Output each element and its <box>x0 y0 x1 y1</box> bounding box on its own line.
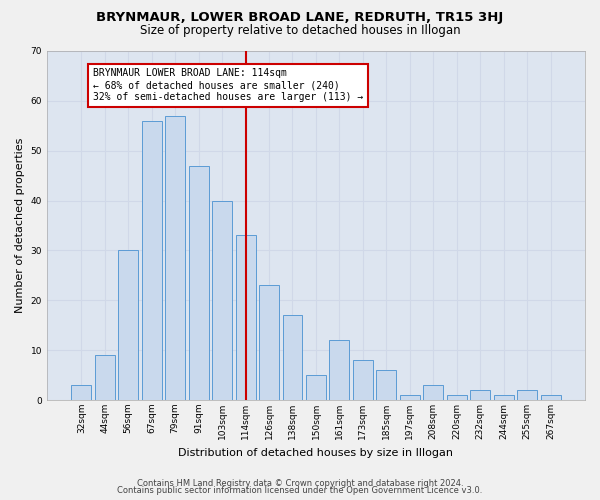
Bar <box>376 370 397 400</box>
Text: BRYNMAUR, LOWER BROAD LANE, REDRUTH, TR15 3HJ: BRYNMAUR, LOWER BROAD LANE, REDRUTH, TR1… <box>97 11 503 24</box>
Bar <box>236 236 256 400</box>
Bar <box>541 395 560 400</box>
Bar <box>447 395 467 400</box>
Bar <box>95 355 115 400</box>
Text: Contains HM Land Registry data © Crown copyright and database right 2024.: Contains HM Land Registry data © Crown c… <box>137 478 463 488</box>
Bar <box>142 121 162 400</box>
Bar <box>188 166 209 400</box>
Text: Contains public sector information licensed under the Open Government Licence v3: Contains public sector information licen… <box>118 486 482 495</box>
Bar <box>400 395 420 400</box>
Bar <box>329 340 349 400</box>
Y-axis label: Number of detached properties: Number of detached properties <box>15 138 25 313</box>
X-axis label: Distribution of detached houses by size in Illogan: Distribution of detached houses by size … <box>178 448 454 458</box>
Bar <box>118 250 138 400</box>
Bar <box>353 360 373 400</box>
Bar <box>283 316 302 400</box>
Bar <box>494 395 514 400</box>
Bar <box>71 385 91 400</box>
Bar <box>423 385 443 400</box>
Bar <box>165 116 185 400</box>
Bar <box>259 286 279 400</box>
Bar <box>517 390 537 400</box>
Text: BRYNMAUR LOWER BROAD LANE: 114sqm
← 68% of detached houses are smaller (240)
32%: BRYNMAUR LOWER BROAD LANE: 114sqm ← 68% … <box>93 68 364 102</box>
Bar <box>470 390 490 400</box>
Bar <box>306 375 326 400</box>
Text: Size of property relative to detached houses in Illogan: Size of property relative to detached ho… <box>140 24 460 37</box>
Bar <box>212 200 232 400</box>
